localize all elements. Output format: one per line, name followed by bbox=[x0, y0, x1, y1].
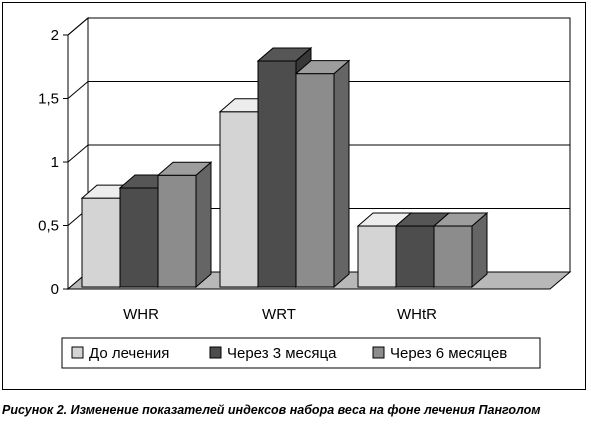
bar-front-Через-6-месяцев bbox=[433, 225, 473, 288]
bar-front-Через-3-месяца bbox=[395, 225, 435, 288]
gridline-side bbox=[67, 17, 89, 36]
bar-front-Через-3-месяца bbox=[257, 60, 297, 288]
bar-chart: 0 0,5 1 1,5 2 WHR WRT WHtR До лечения Через 3 мес… bbox=[38, 16, 572, 369]
chart-frame bbox=[2, 2, 586, 390]
y-tick-label: 2 bbox=[51, 27, 59, 44]
bar-front-До-лечения bbox=[219, 111, 259, 288]
bar-front-Через-6-месяцев bbox=[295, 73, 335, 288]
bar-top bbox=[156, 161, 213, 176]
bar-top bbox=[256, 47, 313, 62]
y-tick-label: 1,5 bbox=[38, 91, 59, 108]
figure-caption: Рисунок 2. Изменение показателей индексо… bbox=[2, 403, 541, 417]
legend-label: Через 3 месяца bbox=[227, 345, 337, 362]
y-tick-label: 0,5 bbox=[38, 218, 59, 235]
bar-top bbox=[294, 60, 351, 75]
gridline-side bbox=[67, 144, 89, 163]
x-category-label: WRT bbox=[262, 306, 296, 323]
bar-top bbox=[432, 212, 489, 227]
legend-box bbox=[61, 337, 541, 369]
bar-side bbox=[333, 59, 350, 289]
bar-front-Через-6-месяцев bbox=[157, 174, 197, 288]
bar-front-До-лечения bbox=[357, 225, 397, 288]
bar-front-Через-3-месяца bbox=[119, 187, 159, 288]
legend-label: Через 6 месяцев bbox=[390, 345, 507, 362]
bar-front-До-лечения bbox=[81, 197, 121, 288]
legend-swatch bbox=[372, 346, 385, 359]
bar-side bbox=[195, 161, 212, 289]
y-tick-label: 1 bbox=[51, 154, 59, 171]
gridline-side bbox=[67, 81, 89, 99]
legend-swatch bbox=[71, 346, 84, 359]
x-category-label: WHtR bbox=[397, 306, 437, 323]
y-tick-label: 0 bbox=[51, 281, 59, 298]
x-category-label: WHR bbox=[123, 306, 159, 323]
legend-label: До лечения bbox=[89, 345, 169, 362]
legend-swatch bbox=[209, 346, 222, 359]
